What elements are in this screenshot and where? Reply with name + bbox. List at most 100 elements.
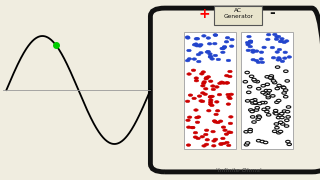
- Circle shape: [278, 114, 282, 117]
- Circle shape: [212, 120, 217, 122]
- Circle shape: [187, 126, 191, 129]
- Circle shape: [202, 81, 206, 83]
- Circle shape: [270, 46, 275, 49]
- Circle shape: [194, 79, 199, 82]
- Circle shape: [282, 86, 286, 89]
- Circle shape: [228, 122, 233, 125]
- Circle shape: [211, 130, 215, 133]
- Circle shape: [275, 35, 279, 38]
- Circle shape: [246, 49, 251, 52]
- Circle shape: [265, 83, 269, 86]
- Circle shape: [276, 131, 281, 134]
- Circle shape: [265, 110, 269, 113]
- Circle shape: [275, 66, 280, 68]
- Circle shape: [266, 107, 270, 109]
- Circle shape: [267, 89, 272, 92]
- Text: +: +: [199, 6, 211, 21]
- Circle shape: [243, 80, 248, 83]
- Circle shape: [275, 126, 279, 129]
- Circle shape: [266, 94, 270, 97]
- Circle shape: [209, 99, 213, 101]
- Bar: [184, 32, 236, 149]
- Circle shape: [197, 45, 202, 47]
- Circle shape: [284, 95, 288, 98]
- Circle shape: [222, 46, 227, 48]
- Circle shape: [278, 130, 283, 133]
- Circle shape: [207, 42, 212, 45]
- Circle shape: [213, 121, 218, 123]
- Circle shape: [273, 112, 277, 114]
- Circle shape: [186, 37, 190, 39]
- Circle shape: [286, 116, 290, 118]
- Circle shape: [208, 96, 212, 98]
- Circle shape: [221, 137, 225, 140]
- Circle shape: [193, 131, 198, 134]
- Circle shape: [229, 45, 234, 48]
- Circle shape: [254, 50, 259, 52]
- Circle shape: [203, 93, 207, 95]
- Circle shape: [199, 44, 203, 46]
- Circle shape: [251, 116, 255, 118]
- Circle shape: [276, 116, 281, 119]
- Circle shape: [226, 93, 230, 96]
- Circle shape: [204, 87, 208, 90]
- Circle shape: [186, 119, 190, 122]
- Circle shape: [280, 38, 284, 40]
- Circle shape: [197, 95, 202, 97]
- Circle shape: [208, 95, 213, 98]
- Circle shape: [219, 143, 223, 145]
- Circle shape: [250, 110, 254, 113]
- Circle shape: [276, 99, 281, 102]
- Circle shape: [276, 57, 281, 59]
- Circle shape: [224, 74, 229, 77]
- Circle shape: [255, 80, 260, 83]
- Circle shape: [259, 58, 263, 60]
- Circle shape: [265, 76, 269, 78]
- Circle shape: [229, 93, 234, 96]
- Circle shape: [277, 58, 282, 60]
- Circle shape: [280, 123, 285, 125]
- Circle shape: [230, 38, 234, 41]
- Circle shape: [253, 101, 258, 104]
- Circle shape: [267, 33, 271, 36]
- Circle shape: [221, 82, 226, 84]
- Circle shape: [282, 92, 286, 94]
- Circle shape: [225, 37, 230, 39]
- Circle shape: [275, 51, 279, 53]
- Circle shape: [245, 41, 250, 44]
- Circle shape: [208, 80, 213, 82]
- Circle shape: [256, 140, 261, 142]
- Circle shape: [245, 71, 249, 74]
- Circle shape: [188, 116, 192, 118]
- Circle shape: [248, 40, 253, 42]
- Circle shape: [245, 142, 250, 144]
- Circle shape: [200, 73, 204, 75]
- Circle shape: [248, 41, 253, 44]
- Circle shape: [185, 100, 190, 103]
- Circle shape: [266, 38, 270, 41]
- Circle shape: [213, 138, 218, 141]
- Circle shape: [246, 43, 250, 46]
- Circle shape: [269, 77, 274, 80]
- Circle shape: [283, 51, 287, 54]
- Circle shape: [225, 82, 230, 84]
- Circle shape: [286, 140, 290, 143]
- Circle shape: [275, 87, 279, 90]
- Circle shape: [194, 109, 198, 111]
- Circle shape: [273, 33, 277, 36]
- Circle shape: [284, 125, 289, 127]
- Circle shape: [194, 43, 198, 45]
- Circle shape: [254, 59, 259, 62]
- Circle shape: [272, 81, 277, 84]
- Circle shape: [250, 100, 254, 102]
- Circle shape: [257, 116, 262, 118]
- Circle shape: [228, 75, 232, 78]
- Circle shape: [228, 70, 232, 73]
- Circle shape: [263, 141, 268, 144]
- Circle shape: [213, 34, 218, 37]
- Circle shape: [212, 42, 217, 45]
- Circle shape: [191, 126, 195, 129]
- Circle shape: [205, 138, 210, 141]
- Circle shape: [211, 85, 215, 87]
- Circle shape: [225, 141, 229, 144]
